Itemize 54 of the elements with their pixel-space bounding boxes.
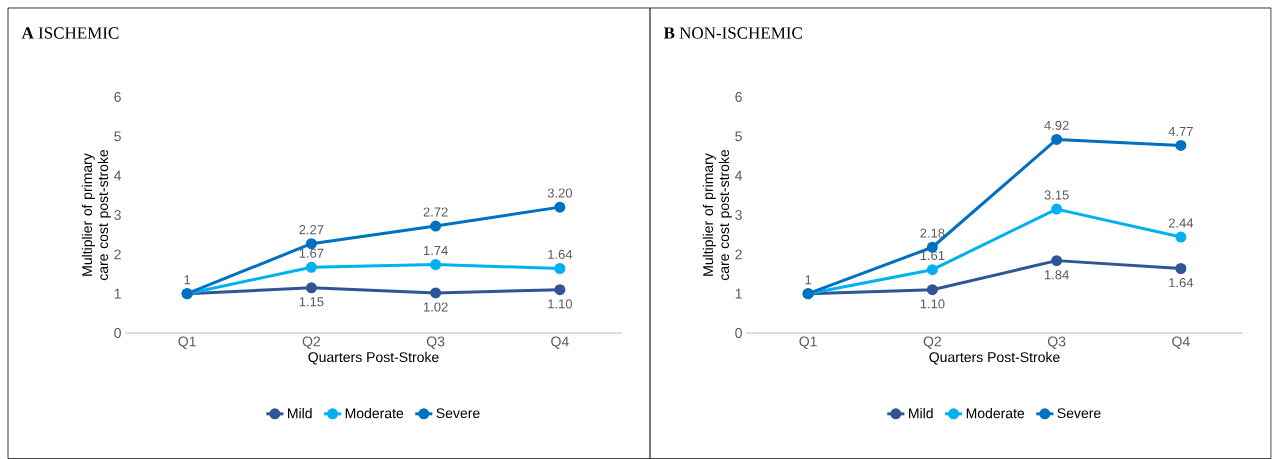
y-tick-label: 1 bbox=[735, 288, 742, 299]
y-tick-label: 2 bbox=[735, 249, 742, 260]
data-label: 1 bbox=[805, 275, 812, 285]
chart-title: A ISCHEMIC bbox=[21, 27, 119, 39]
legend-label: Moderate bbox=[345, 408, 404, 419]
y-tick-label: 4 bbox=[735, 170, 743, 181]
y-tick-label: 6 bbox=[735, 92, 742, 102]
y-axis-title: Multiplier of primary care cost post-stroke bbox=[81, 149, 111, 281]
legend-label: Mild bbox=[288, 408, 312, 419]
data-label: 1.67 bbox=[299, 248, 324, 258]
x-axis-title: Quarters Post-Stroke bbox=[308, 351, 439, 365]
y-tick-label: 0 bbox=[735, 328, 742, 338]
y-tick-label: 0 bbox=[114, 328, 121, 338]
data-label: 1.15 bbox=[299, 297, 324, 307]
data-label: 4.92 bbox=[1044, 120, 1069, 130]
x-axis-title: Quarters Post-Stroke bbox=[929, 351, 1060, 365]
legend-label: Moderate bbox=[966, 408, 1025, 419]
data-label: 3.20 bbox=[547, 188, 573, 198]
x-tick-label: Q1 bbox=[799, 336, 817, 349]
x-tick-label: Q3 bbox=[426, 336, 445, 349]
data-label: 1 bbox=[184, 275, 191, 285]
data-label: 1.02 bbox=[423, 302, 448, 312]
data-label: 1.61 bbox=[920, 250, 945, 261]
data-label: 2.44 bbox=[1168, 218, 1194, 228]
data-label: 2.27 bbox=[299, 225, 324, 235]
y-tick-label: 4 bbox=[114, 170, 122, 181]
data-label: 1.10 bbox=[548, 299, 573, 309]
data-label: 1.10 bbox=[920, 299, 945, 309]
x-tick-label: Q2 bbox=[923, 336, 942, 349]
y-axis-title: Multiplier of primary care cost post-stroke bbox=[702, 149, 732, 281]
x-tick-label: Q4 bbox=[551, 336, 569, 349]
x-tick-label: Q3 bbox=[1047, 336, 1066, 349]
data-label: 3.15 bbox=[1044, 190, 1069, 200]
data-label: 1.64 bbox=[1169, 278, 1194, 288]
legend-label: Severe bbox=[1057, 408, 1101, 419]
y-tick-label: 6 bbox=[114, 92, 121, 102]
y-tick-label: 5 bbox=[735, 131, 742, 142]
y-tick-label: 3 bbox=[735, 210, 742, 220]
data-label: 1.64 bbox=[548, 249, 573, 259]
legend-label: Severe bbox=[436, 408, 480, 419]
legend-label: Mild bbox=[909, 408, 933, 419]
y-tick-label: 1 bbox=[114, 288, 121, 299]
x-tick-label: Q2 bbox=[302, 336, 321, 349]
data-label: 2.18 bbox=[920, 228, 945, 238]
x-tick-label: Q1 bbox=[178, 336, 196, 349]
data-label: 2.72 bbox=[423, 207, 448, 217]
data-label: 1.74 bbox=[423, 246, 448, 256]
y-tick-label: 5 bbox=[114, 131, 121, 142]
y-tick-label: 3 bbox=[114, 210, 121, 220]
data-label: 1.84 bbox=[1044, 270, 1069, 280]
y-tick-label: 2 bbox=[114, 249, 121, 260]
x-tick-label: Q4 bbox=[1172, 336, 1190, 349]
chart-title: B NON-ISCHEMIC bbox=[663, 27, 802, 39]
data-label: 4.77 bbox=[1168, 126, 1193, 136]
